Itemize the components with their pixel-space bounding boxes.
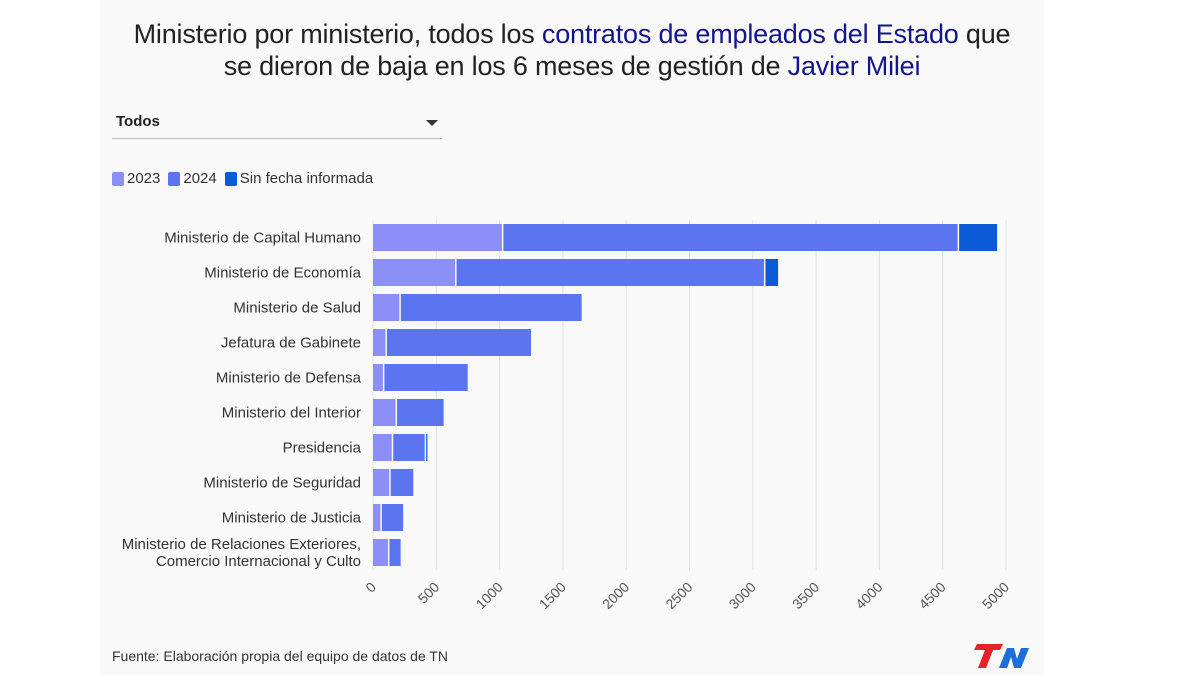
x-tick-label-3500: 3500 [789, 579, 822, 612]
bar-4-2024[interactable] [384, 364, 468, 391]
category-label-7: Ministerio de Seguridad [203, 475, 361, 492]
bar-7-2024[interactable] [390, 469, 414, 496]
bar-9-2024[interactable] [389, 539, 401, 566]
bar-3-2023[interactable] [373, 329, 386, 356]
bar-1-2024[interactable] [456, 259, 764, 286]
bar-chart: Ministerio de Capital Humano Ministerio d… [122, 220, 1012, 612]
chart-legend: 2023 2024 Sin fecha informada [112, 170, 373, 187]
bar-6-2023[interactable] [373, 434, 392, 461]
legend-swatch-2023 [112, 171, 124, 186]
bar-0-sin-fecha-informada[interactable] [959, 224, 998, 251]
bar-0-2023[interactable] [373, 224, 502, 251]
tn-logo: TN [974, 644, 1029, 668]
category-label-9: Comercio Internacional y Culto [156, 553, 361, 570]
x-tick-label-2000: 2000 [599, 579, 632, 612]
legend-swatch-2024 [168, 171, 181, 186]
legend-swatch-sin-fecha [224, 171, 237, 186]
title-highlight-milei: Javier Milei [787, 51, 921, 81]
bar-4-2023[interactable] [373, 364, 383, 391]
x-tick-label-1500: 1500 [536, 579, 569, 612]
x-tick-label-3000: 3000 [726, 579, 759, 612]
x-tick-label-4500: 4500 [915, 579, 948, 612]
bar-8-2023[interactable] [373, 504, 381, 531]
legend-item-2023[interactable]: 2023 [112, 170, 160, 187]
x-tick-label-0: 0 [362, 579, 379, 596]
category-label-8: Ministerio de Justicia [222, 510, 362, 527]
category-label-5: Ministerio del Interior [222, 405, 361, 422]
bar-5-2023[interactable] [373, 399, 396, 426]
bar-9-2023[interactable] [373, 539, 388, 566]
legend-label-sin-fecha: Sin fecha informada [239, 170, 374, 187]
x-tick-label-1000: 1000 [472, 579, 505, 612]
category-label-6: Presidencia [283, 440, 362, 457]
bar-0-2024[interactable] [503, 224, 958, 251]
bar-5-2024[interactable] [397, 399, 444, 426]
bar-8-2024[interactable] [381, 504, 404, 531]
bar-6-sin-fecha-informada[interactable] [426, 434, 428, 461]
bar-1-sin-fecha-informada[interactable] [765, 259, 779, 286]
chevron-down-icon [426, 120, 438, 126]
legend-item-2024[interactable]: 2024 [168, 170, 217, 187]
right-margin [1044, 0, 1200, 675]
bar-7-2023[interactable] [373, 469, 390, 496]
category-label-2: Ministerio de Salud [233, 300, 361, 317]
left-margin [0, 0, 100, 675]
bar-1-2023[interactable] [373, 259, 456, 286]
x-tick-label-4000: 4000 [852, 579, 885, 612]
category-label-3: Jefatura de Gabinete [221, 335, 361, 352]
category-label-9: Ministerio de Relaciones Exteriores, [122, 536, 361, 553]
chart-card: Ministerio por ministerio, todos los con… [100, 0, 1044, 675]
title-part-2: que [958, 19, 1011, 49]
bar-3-2024[interactable] [386, 329, 532, 356]
title-part-3: se dieron de baja en los 6 meses de gest… [223, 51, 788, 81]
category-label-0: Ministerio de Capital Humano [164, 230, 361, 247]
legend-label-2024: 2024 [183, 170, 217, 187]
x-tick-label-2500: 2500 [662, 579, 695, 612]
ministry-filter-dropdown[interactable]: Todos [112, 108, 442, 139]
source-note: Fuente: Elaboración propia del equipo de… [112, 648, 448, 664]
bar-2-2024[interactable] [400, 294, 582, 321]
dropdown-selected-value: Todos [116, 113, 160, 130]
bar-6-2024[interactable] [393, 434, 425, 461]
legend-item-sin-fecha[interactable]: Sin fecha informada [224, 170, 374, 187]
legend-label-2023: 2023 [127, 170, 161, 187]
category-label-1: Ministerio de Economía [204, 265, 361, 282]
x-tick-label-500: 500 [415, 579, 443, 607]
category-label-4: Ministerio de Defensa [216, 370, 362, 387]
title-part-1: Ministerio por ministerio, todos los [133, 19, 542, 49]
x-tick-label-5000: 5000 [979, 579, 1012, 612]
bar-2-2023[interactable] [373, 294, 400, 321]
chart-title: Ministerio por ministerio, todos los con… [100, 18, 1044, 82]
title-highlight-contratos: contratos de empleados del Estado [541, 19, 959, 49]
